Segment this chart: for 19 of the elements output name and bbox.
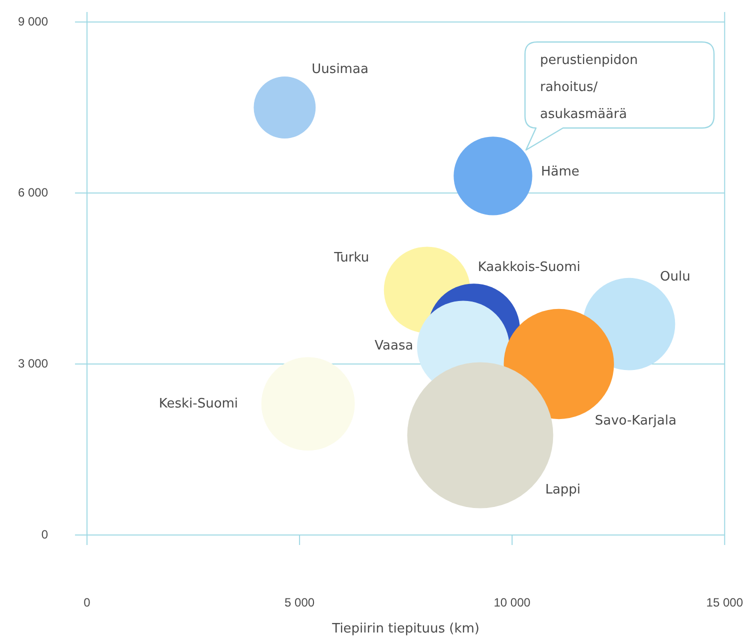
series-label: Savo-Karjala — [594, 413, 676, 428]
series-label: Oulu — [660, 269, 690, 284]
annotation: perustienpidon rahoitus/ asukasmäärä — [540, 52, 638, 124]
series-label: Keski-Suomi — [158, 396, 238, 412]
series-label: Turku — [333, 250, 370, 266]
series-label: Vaasa — [374, 338, 414, 354]
y-tick-label: 9 000 — [18, 14, 48, 28]
series-label: Kaakkois-Suomi — [478, 260, 580, 276]
x-tick-label: 10 000 — [494, 596, 531, 610]
x-tick-label: 5 000 — [284, 596, 315, 610]
series-label: Häme — [540, 164, 580, 180]
series-label: Lappi — [545, 482, 581, 498]
x-tick-label: 0 — [84, 596, 91, 610]
x-tick-label: 15 000 — [706, 596, 744, 610]
y-tick-label: 3 000 — [18, 356, 48, 370]
series-label: Uusimaa — [312, 62, 368, 77]
y-tick-label: 6 000 — [18, 185, 48, 200]
x-axis-title: Tiepiirin tiepituus (km) — [331, 622, 480, 637]
y-tick-label: 0 — [41, 527, 48, 542]
